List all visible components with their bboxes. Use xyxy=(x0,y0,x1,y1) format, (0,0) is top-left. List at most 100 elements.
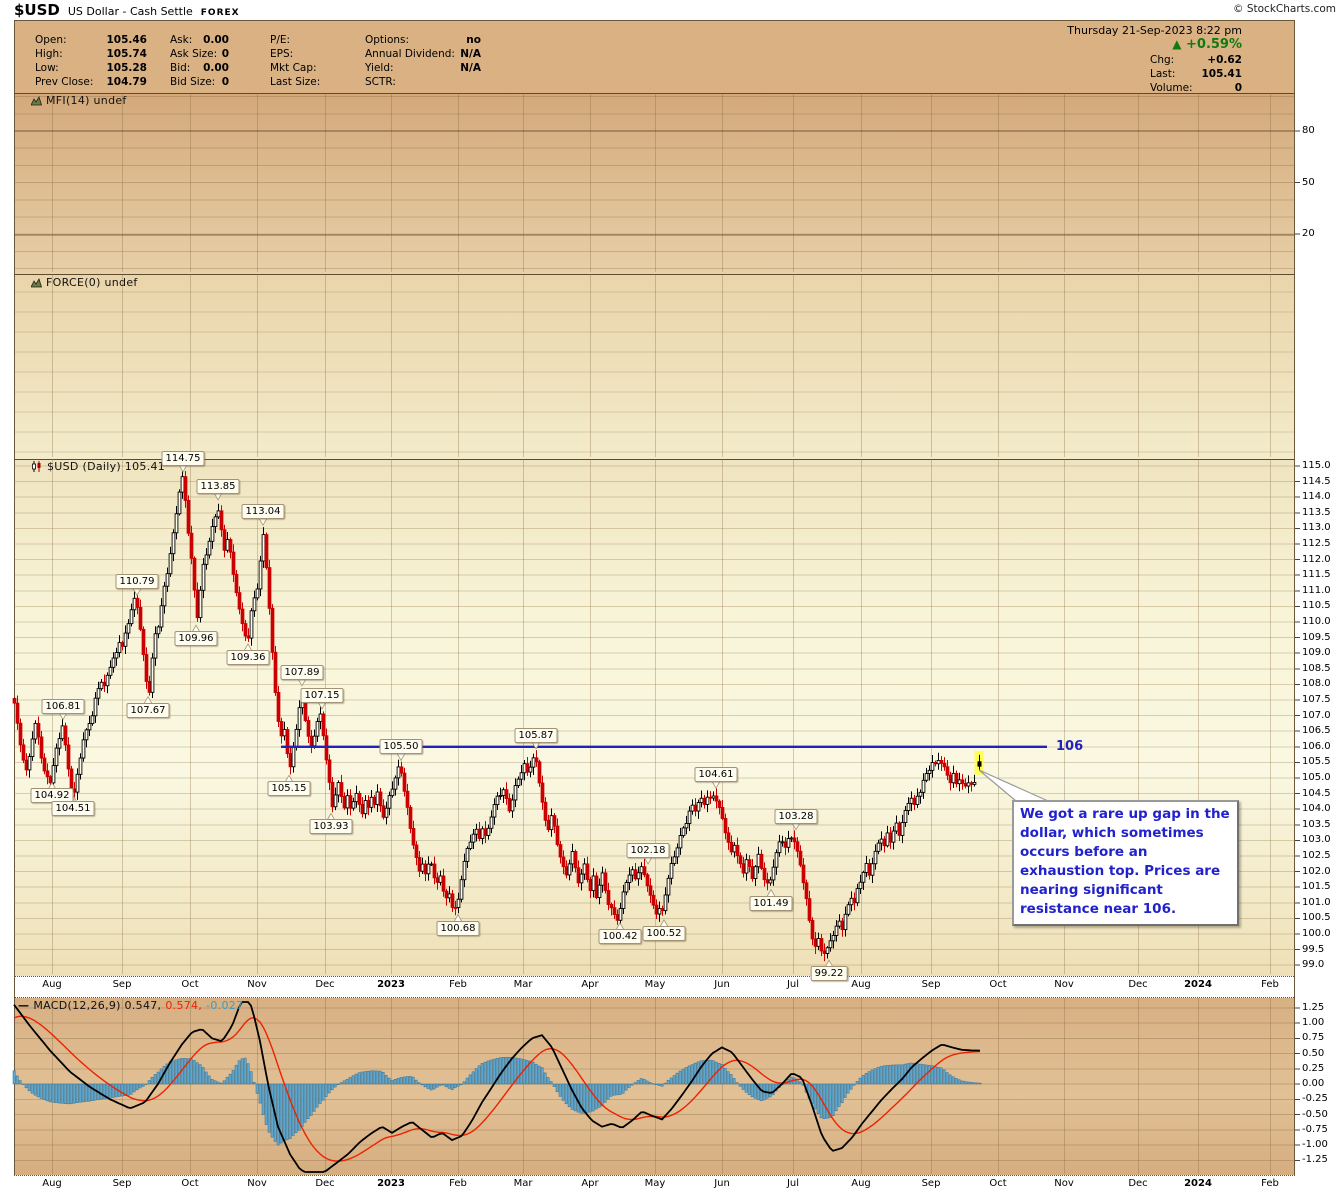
symbol-name: US Dollar - Cash Settle xyxy=(67,5,193,18)
price-axis-label: 102.5 xyxy=(1302,850,1331,861)
macd-axis-label: 0.00 xyxy=(1302,1078,1325,1089)
quote-value: 105.28 xyxy=(106,62,147,74)
price-axis-label: 111.5 xyxy=(1302,569,1331,581)
price-annotation: 103.93 xyxy=(309,819,353,835)
macd-title: — MACD(12,26,9) 0.547, 0.574, -0.027 xyxy=(18,999,244,1012)
mfi-title: MFI(14) undef xyxy=(31,94,127,107)
macd-axis-label: -0.50 xyxy=(1302,1108,1328,1120)
month-label: Dec xyxy=(315,1178,335,1189)
change-value: 0 xyxy=(1234,82,1242,94)
macd-axis-label: 0.75 xyxy=(1302,1032,1325,1044)
price-annotation: 105.15 xyxy=(267,781,311,797)
main-title: $USD (Daily) 105.41 xyxy=(31,460,165,473)
quote-label: SCTR: xyxy=(365,76,396,88)
price-annotation: 107.89 xyxy=(280,664,324,680)
change-row: Chg: +0.62 xyxy=(1150,54,1242,66)
quote-label: Open: xyxy=(35,34,67,46)
month-label: May xyxy=(644,979,666,990)
price-axis-label: 113.0 xyxy=(1302,522,1331,534)
macd-axis-label: 0.25 xyxy=(1302,1062,1325,1074)
mfi-axis-label: 80 xyxy=(1302,125,1315,136)
price-axis-label: 104.0 xyxy=(1302,803,1331,815)
callout-box: We got a rare up gap in the dollar, whic… xyxy=(1012,800,1239,926)
quote-value: 104.79 xyxy=(106,76,147,88)
price-axis-label: 106.0 xyxy=(1302,740,1331,752)
candlestick-icon xyxy=(32,461,41,472)
month-label: Feb xyxy=(449,979,467,990)
xaxis-strip xyxy=(15,976,1294,998)
month-label: Jul xyxy=(786,979,800,990)
change-row: Last: 105.41 xyxy=(1150,68,1242,80)
price-annotation: 113.85 xyxy=(196,478,240,494)
quote-value: 105.74 xyxy=(106,48,147,60)
month-label: Oct xyxy=(181,1178,199,1189)
price-axis-label: 100.0 xyxy=(1302,928,1331,939)
exchange-label: FOREX xyxy=(200,8,240,18)
month-label: Feb xyxy=(449,1178,467,1189)
area-chart-icon xyxy=(31,277,42,287)
macd-axis-label: 1.25 xyxy=(1302,1001,1325,1013)
price-axis-label: 109.5 xyxy=(1302,631,1331,643)
force-title: FORCE(0) undef xyxy=(31,276,138,289)
price-axis-label: 112.0 xyxy=(1302,553,1331,565)
price-axis-label: 102.0 xyxy=(1302,865,1331,877)
price-axis-label: 99.5 xyxy=(1302,943,1325,955)
price-axis-label: 105.0 xyxy=(1302,772,1331,783)
quote-label: Bid: xyxy=(170,62,191,74)
chart-datetime: Thursday 21-Sep-2023 8:22 pm xyxy=(1067,24,1242,37)
percent-value: +0.59% xyxy=(1186,37,1242,52)
month-label: Dec xyxy=(315,979,335,990)
quote-value: 0 xyxy=(221,76,229,88)
macd-panel xyxy=(15,998,1294,1176)
macd-axis-label: 0.50 xyxy=(1302,1047,1325,1059)
month-label: 2024 xyxy=(1184,1178,1212,1189)
month-label: 2024 xyxy=(1184,979,1212,990)
price-annotation: 100.68 xyxy=(436,920,480,936)
month-label: Nov xyxy=(1054,979,1074,990)
mfi-axis-label: 20 xyxy=(1302,228,1315,240)
quote-label: Ask: xyxy=(170,34,193,46)
month-label: Aug xyxy=(851,1178,871,1189)
price-annotation: 109.96 xyxy=(174,631,218,647)
price-annotation: 106.81 xyxy=(41,698,85,714)
price-annotation: 101.49 xyxy=(749,895,793,911)
macd-axis-label: -0.25 xyxy=(1302,1093,1328,1105)
quote-value: 0.00 xyxy=(203,34,229,46)
change-value: +0.62 xyxy=(1207,54,1242,66)
percent-change: ▲ +0.59% xyxy=(1172,37,1242,52)
month-label: Sep xyxy=(921,1178,941,1189)
price-axis-label: 115.0 xyxy=(1302,460,1331,471)
price-axis-label: 108.0 xyxy=(1302,678,1331,690)
price-annotation: 109.36 xyxy=(226,649,270,665)
price-axis-label: 103.5 xyxy=(1302,818,1331,830)
up-arrow-icon: ▲ xyxy=(1172,37,1182,51)
month-label: Feb xyxy=(1261,979,1279,990)
change-label: Chg: xyxy=(1150,54,1175,66)
quote-label: P/E: xyxy=(270,34,291,46)
stockcharts-credit: © StockCharts.com xyxy=(1233,3,1336,15)
quote-label: Options: xyxy=(365,34,410,46)
price-annotation: 105.87 xyxy=(514,727,558,743)
symbol: $USD xyxy=(14,1,60,19)
month-label: Apr xyxy=(581,1178,599,1189)
month-label: Oct xyxy=(989,1178,1007,1189)
month-label: Jun xyxy=(714,1178,730,1189)
month-label: Jul xyxy=(786,1178,800,1189)
price-annotation: 103.28 xyxy=(774,808,818,824)
price-annotation: 102.18 xyxy=(626,842,670,858)
price-axis-label: 112.5 xyxy=(1302,538,1331,549)
price-annotation: 104.51 xyxy=(51,801,95,817)
quote-value: 105.46 xyxy=(106,34,147,46)
month-label: 2023 xyxy=(377,979,405,990)
price-annotation: 110.79 xyxy=(115,574,159,590)
month-label: Apr xyxy=(581,979,599,990)
month-label: Oct xyxy=(989,979,1007,990)
mfi-axis-label: 50 xyxy=(1302,176,1315,188)
quote-value: 0 xyxy=(221,48,229,60)
price-annotation: 114.75 xyxy=(161,450,205,466)
month-label: Mar xyxy=(513,979,533,990)
quote-label: Yield: xyxy=(365,62,394,74)
price-axis-label: 104.5 xyxy=(1302,787,1331,799)
quote-value: N/A xyxy=(460,48,481,60)
